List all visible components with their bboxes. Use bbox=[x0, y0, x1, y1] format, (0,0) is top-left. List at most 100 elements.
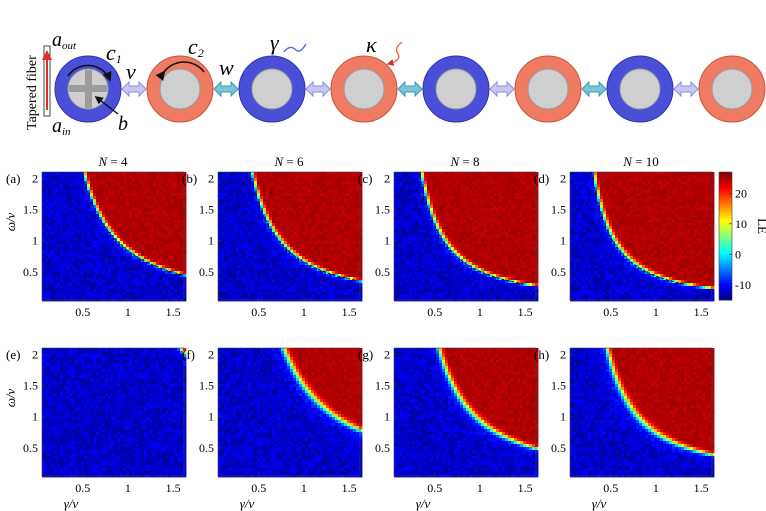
c2-rotation-arrow bbox=[155, 61, 205, 82]
heatmap-panel-b: (b) N = 6 2 1.5 1 0.5 0.5 1 1.5 bbox=[182, 154, 363, 319]
y-tick-label: 1.5 bbox=[551, 378, 566, 392]
y-tick-label: 1.5 bbox=[375, 202, 390, 216]
resonator-core-8 bbox=[711, 68, 753, 110]
y-tick-label: 1.5 bbox=[199, 202, 214, 216]
x-tick-label: 0.5 bbox=[427, 481, 442, 495]
y-tick-label: 0.5 bbox=[23, 265, 38, 279]
x-tick-label: 1.5 bbox=[166, 305, 181, 319]
x-tick-label: 1.5 bbox=[694, 481, 709, 495]
x-tick-label: 1 bbox=[125, 305, 131, 319]
heatmap-cells bbox=[394, 348, 539, 478]
x-tick-label: 0.5 bbox=[603, 305, 618, 319]
resonator-core-4 bbox=[343, 68, 385, 110]
panel-letter: (d) bbox=[534, 171, 549, 186]
x-tick-label: 0.5 bbox=[75, 481, 90, 495]
y-tick-label: 1.5 bbox=[23, 202, 38, 216]
panel-letter: (c) bbox=[358, 171, 372, 186]
y-tick-label: 2 bbox=[560, 347, 566, 361]
b-label: b bbox=[118, 113, 128, 135]
x-tick-label: 1 bbox=[301, 305, 307, 319]
kappa-label: κ bbox=[366, 32, 377, 57]
x-tick-label: 1.5 bbox=[342, 305, 357, 319]
y-tick-label: 1 bbox=[32, 234, 38, 248]
y-tick-label: 0.5 bbox=[375, 265, 390, 279]
panel-title: N = 4 bbox=[97, 154, 128, 169]
resonator-core-2 bbox=[159, 68, 201, 110]
a-in-label: ain bbox=[52, 115, 71, 138]
analytic-threshold-curve bbox=[249, 171, 357, 282]
x-tick-label: 1 bbox=[301, 481, 307, 495]
y-tick-label: 2 bbox=[560, 171, 566, 185]
x-tick-label: 1.5 bbox=[166, 481, 181, 495]
panel-title: N = 10 bbox=[622, 154, 659, 169]
c1-label: c1 bbox=[106, 40, 122, 66]
x-tick-label: 1 bbox=[477, 305, 483, 319]
panel-letter: (h) bbox=[534, 347, 549, 362]
coupling-arrow-7 bbox=[673, 80, 699, 98]
x-tick-label: 1.5 bbox=[518, 481, 533, 495]
panel-frame bbox=[41, 347, 185, 477]
panel-letter: (g) bbox=[358, 347, 373, 362]
coupling-arrow-2 bbox=[213, 80, 239, 98]
y-tick-label: 0.5 bbox=[199, 441, 214, 455]
resonator-core-6 bbox=[527, 68, 569, 110]
y-tick-label: 0.5 bbox=[551, 441, 566, 455]
a-out-label: aout bbox=[52, 29, 77, 52]
y-tick-label: 2 bbox=[384, 171, 390, 185]
panel-letter: (e) bbox=[6, 347, 20, 362]
colorbar-tick-label: 20 bbox=[735, 186, 747, 200]
heatmap-cells bbox=[218, 172, 363, 302]
y-tick-label: 0.5 bbox=[551, 265, 566, 279]
y-tick-label: 1.5 bbox=[551, 202, 566, 216]
coupling-arrow-5 bbox=[489, 80, 515, 98]
y-tick-label: 1.5 bbox=[23, 378, 38, 392]
x-axis-label: γ/v bbox=[64, 496, 79, 511]
colorbar: 20 10 0 -10 LE bbox=[718, 171, 766, 301]
heatmap-panel-a: (a) N = 4 2 1.5 1 0.5 0.5 1 1.5 ω/v bbox=[3, 154, 187, 319]
heatmap-panel-g: (g) 2 1.5 1 0.5 0.5 1 1.5 γ/v bbox=[358, 347, 539, 511]
heatmap-cells bbox=[570, 348, 715, 478]
y-tick-label: 2 bbox=[384, 347, 390, 361]
heatmap-cells bbox=[570, 172, 715, 302]
x-tick-label: 1.5 bbox=[694, 305, 709, 319]
panel-frame bbox=[393, 171, 537, 301]
y-tick-label: 1 bbox=[32, 410, 38, 424]
heatmap-grid: (a) N = 4 2 1.5 1 0.5 0.5 1 1.5 ω/v (b) N = 6 2 1.5 1 0… bbox=[3, 154, 715, 511]
v-label: v bbox=[126, 59, 136, 84]
fiber-label: Tapered fiber bbox=[25, 55, 40, 130]
y-tick-label: 2 bbox=[208, 171, 214, 185]
y-tick-label: 2 bbox=[32, 347, 38, 361]
gamma-label: γ bbox=[270, 30, 280, 55]
panel-frame bbox=[217, 347, 361, 477]
colorbar-tick-label: 0 bbox=[735, 247, 741, 261]
coupling-arrow-4 bbox=[397, 80, 423, 98]
colorbar-label: LE bbox=[755, 218, 766, 234]
x-tick-label: 0.5 bbox=[427, 305, 442, 319]
x-tick-label: 1 bbox=[653, 305, 659, 319]
x-tick-label: 0.5 bbox=[251, 481, 266, 495]
colorbar-tick-label: 10 bbox=[735, 217, 747, 231]
coupling-arrow-6 bbox=[581, 80, 607, 98]
heatmap-panel-h: (h) 2 1.5 1 0.5 0.5 1 1.5 γ/v bbox=[534, 347, 715, 511]
y-tick-label: 1 bbox=[208, 234, 214, 248]
x-tick-label: 0.5 bbox=[75, 305, 90, 319]
mechanical-mode-b: b bbox=[67, 64, 128, 135]
x-tick-label: 1 bbox=[477, 481, 483, 495]
coupling-arrow-1 bbox=[121, 80, 147, 98]
y-tick-label: 1 bbox=[384, 410, 390, 424]
w-label: w bbox=[219, 55, 234, 80]
heatmap-cells bbox=[42, 348, 187, 478]
heatmap-panel-e: (e) 2 1.5 1 0.5 0.5 1 1.5 ω/v γ/v bbox=[3, 347, 187, 511]
y-tick-label: 1 bbox=[384, 234, 390, 248]
x-tick-label: 1.5 bbox=[518, 305, 533, 319]
y-tick-label: 0.5 bbox=[23, 441, 38, 455]
x-axis-label: γ/v bbox=[592, 496, 607, 511]
y-tick-label: 0.5 bbox=[199, 265, 214, 279]
heatmap-cells bbox=[218, 348, 363, 478]
panel-frame bbox=[393, 347, 537, 477]
colorbar-tick-label: -10 bbox=[735, 278, 751, 292]
coupling-arrow-3 bbox=[305, 80, 331, 98]
panel-title: N = 8 bbox=[449, 154, 479, 169]
panel-frame bbox=[41, 171, 185, 301]
